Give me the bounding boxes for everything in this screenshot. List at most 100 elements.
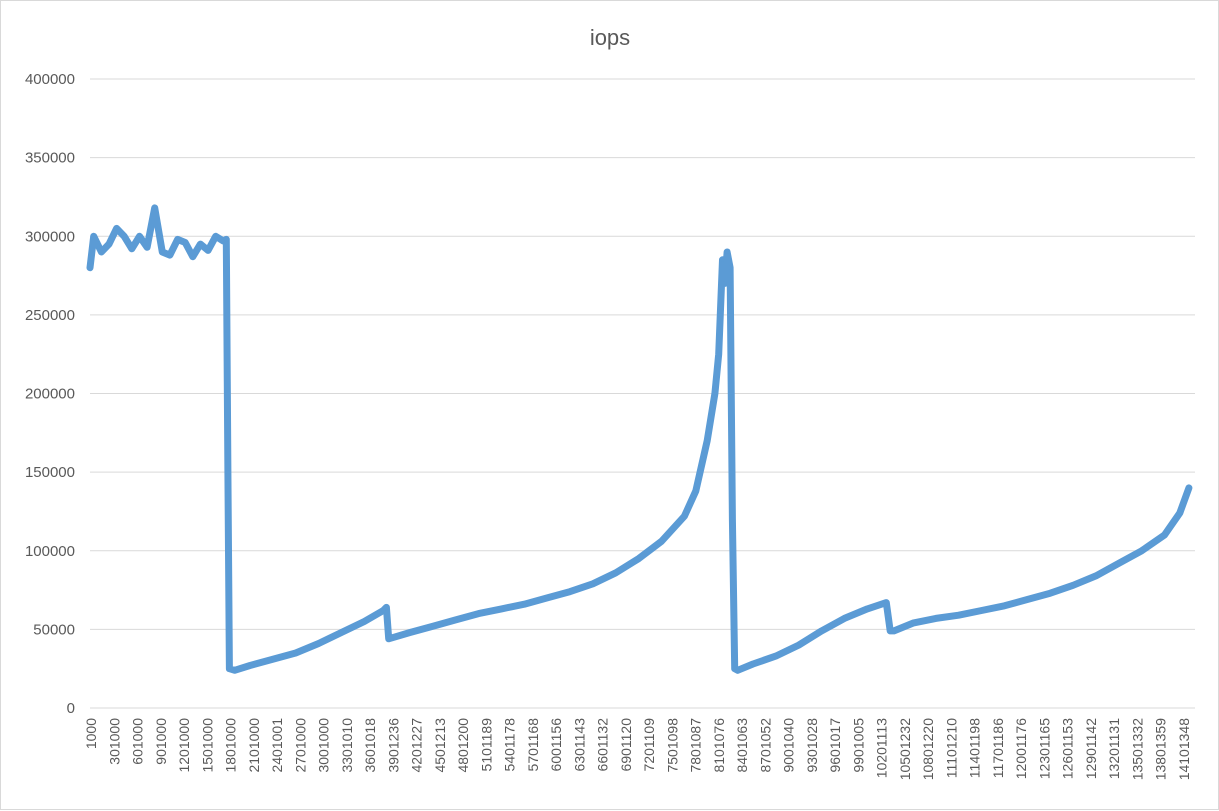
x-tick-label: 9001040 bbox=[781, 718, 797, 773]
data-point bbox=[1048, 591, 1053, 596]
data-point bbox=[888, 628, 893, 633]
data-point bbox=[1177, 511, 1182, 515]
x-tick-label: 14101348 bbox=[1176, 718, 1192, 781]
x-tick-label: 12601153 bbox=[1060, 718, 1076, 779]
data-point bbox=[933, 616, 938, 621]
y-tick-label: 200000 bbox=[25, 386, 75, 403]
data-point bbox=[725, 250, 730, 254]
data-point bbox=[248, 663, 252, 668]
data-point bbox=[796, 643, 801, 648]
data-point bbox=[865, 606, 870, 611]
x-tick-label: 10501232 bbox=[897, 718, 913, 781]
y-tick-label: 300000 bbox=[25, 228, 75, 245]
data-point bbox=[175, 237, 180, 242]
data-point bbox=[476, 611, 481, 616]
x-tick-label: 11401198 bbox=[967, 718, 983, 778]
x-tick-label: 5401178 bbox=[502, 718, 518, 772]
x-tick-label: 7201109 bbox=[641, 718, 657, 772]
data-point bbox=[167, 253, 172, 258]
data-point bbox=[1093, 573, 1098, 578]
data-point bbox=[129, 246, 134, 251]
data-point bbox=[152, 205, 157, 210]
data-point bbox=[91, 234, 96, 239]
x-tick-label: 5101189 bbox=[478, 718, 494, 772]
data-point bbox=[339, 630, 344, 635]
data-point bbox=[206, 248, 211, 253]
y-tick-label: 350000 bbox=[25, 150, 75, 167]
x-tick-label: 1000 bbox=[83, 718, 99, 749]
x-tick-label: 10801220 bbox=[920, 718, 936, 781]
data-point bbox=[408, 630, 412, 635]
x-tick-label: 9301028 bbox=[804, 718, 820, 773]
x-tick-label: 4501213 bbox=[432, 718, 448, 773]
data-point bbox=[386, 636, 391, 641]
data-point bbox=[956, 613, 961, 618]
data-point bbox=[381, 608, 386, 613]
data-point bbox=[122, 234, 127, 239]
data-point bbox=[613, 570, 618, 575]
x-tick-label: 7501098 bbox=[664, 718, 680, 773]
data-point bbox=[568, 589, 573, 594]
x-tick-label: 12901142 bbox=[1083, 718, 1099, 779]
data-point bbox=[730, 517, 735, 522]
data-point bbox=[522, 602, 527, 607]
data-point bbox=[732, 666, 737, 671]
x-tick-label: 11701186 bbox=[990, 718, 1006, 778]
x-tick-label: 2101000 bbox=[246, 718, 262, 773]
data-point bbox=[716, 352, 721, 357]
data-point bbox=[773, 654, 778, 659]
x-tick-label: 2701000 bbox=[292, 718, 308, 773]
chart-title: iops bbox=[590, 25, 630, 50]
data-point bbox=[722, 281, 727, 286]
y-tick-label: 150000 bbox=[25, 464, 75, 481]
data-point bbox=[636, 556, 641, 561]
x-tick-label: 5701168 bbox=[525, 718, 541, 772]
data-point bbox=[979, 608, 984, 613]
x-tick-label: 1501000 bbox=[199, 718, 215, 773]
x-axis: 1000 301000 601000 901000 1201000 1501000 1801… bbox=[83, 718, 1192, 781]
data-point bbox=[213, 234, 218, 239]
data-point bbox=[545, 595, 550, 600]
data-point bbox=[842, 616, 847, 621]
x-tick-label: 11101210 bbox=[943, 718, 959, 778]
data-point bbox=[819, 628, 824, 633]
data-point bbox=[221, 239, 226, 243]
data-point bbox=[114, 226, 119, 231]
y-tick-label: 250000 bbox=[25, 307, 75, 324]
x-tick-label: 8701052 bbox=[757, 718, 773, 773]
data-point bbox=[145, 245, 150, 250]
data-point bbox=[1002, 603, 1007, 608]
data-point bbox=[107, 242, 111, 247]
data-point bbox=[137, 234, 142, 239]
data-point bbox=[1071, 583, 1076, 588]
x-tick-label: 1201000 bbox=[176, 718, 192, 773]
x-tick-label: 13501332 bbox=[1129, 718, 1145, 781]
y-tick-label: 0 bbox=[67, 700, 75, 717]
x-tick-label: 10201113 bbox=[874, 718, 890, 778]
x-tick-label: 12001176 bbox=[1013, 718, 1029, 779]
data-point bbox=[232, 668, 237, 673]
data-point bbox=[316, 641, 321, 646]
x-tick-label: 601000 bbox=[130, 718, 146, 765]
data-point bbox=[705, 438, 710, 443]
data-point bbox=[293, 651, 298, 655]
x-tick-label: 4801200 bbox=[455, 718, 471, 773]
x-tick-label: 6601132 bbox=[595, 718, 611, 772]
data-point bbox=[1186, 485, 1191, 490]
data-point bbox=[1162, 533, 1167, 537]
data-point bbox=[590, 581, 595, 586]
data-point bbox=[659, 539, 664, 544]
data-point bbox=[712, 391, 717, 396]
y-tick-label: 50000 bbox=[33, 621, 75, 638]
x-tick-label: 3901236 bbox=[385, 718, 401, 773]
data-point bbox=[1025, 597, 1030, 602]
x-tick-label: 9601017 bbox=[827, 718, 843, 773]
data-point bbox=[183, 240, 188, 245]
y-tick-label: 100000 bbox=[25, 543, 75, 560]
x-tick-label: 2401001 bbox=[269, 718, 285, 773]
data-point bbox=[751, 662, 755, 666]
x-tick-label: 901000 bbox=[153, 718, 169, 765]
data-point bbox=[884, 600, 889, 605]
data-point bbox=[892, 628, 896, 633]
